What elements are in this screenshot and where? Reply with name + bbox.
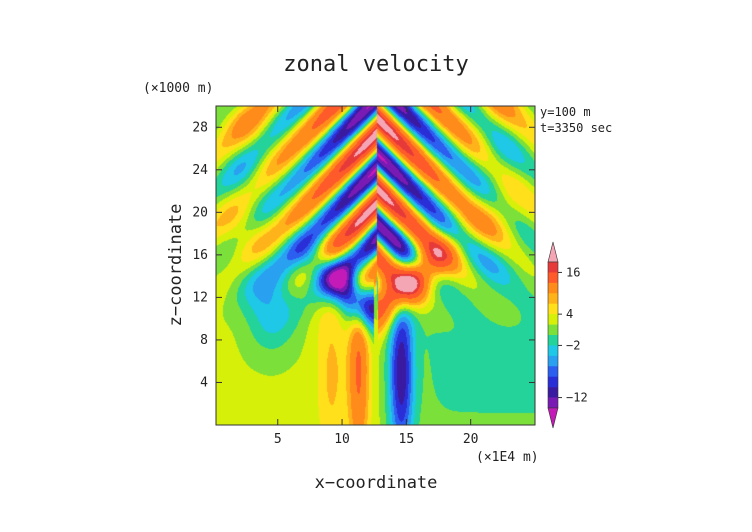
annotation-t: t=3350 sec: [540, 121, 612, 135]
y-tick-label: 12: [192, 290, 208, 305]
y-axis-unit: (×1000 m): [143, 81, 213, 96]
y-ticks: 4 8 12 16 20 24 28: [192, 120, 535, 390]
plot-frame: [215, 105, 536, 426]
y-tick-label: 16: [192, 248, 208, 263]
colorbar-segment: [548, 293, 558, 305]
colorbar-segment: [548, 335, 558, 346]
plot-area: [215, 105, 536, 426]
x-tick-label: 20: [463, 432, 479, 447]
colorbar-segment: [548, 314, 558, 325]
x-axis-label: x−coordinate: [315, 473, 438, 493]
y-tick-label: 4: [200, 375, 208, 390]
colorbar-segment: [548, 262, 558, 273]
colorbar-extend-min: [547, 407, 559, 429]
colorbar-segment: [548, 366, 558, 378]
x-tick-label: 5: [274, 432, 282, 447]
x-tick-label: 15: [399, 432, 415, 447]
colorbar-extend-max: [547, 241, 559, 263]
y-tick-label: 28: [192, 120, 208, 135]
colorbar-segment: [548, 376, 558, 388]
colorbar: 16 4 −2 −12: [547, 241, 588, 429]
y-axis-label: z−coordinate: [166, 204, 186, 327]
colorbar-segment: [548, 303, 558, 315]
y-tick-label: 24: [192, 163, 208, 178]
y-tick-label: 8: [200, 333, 208, 348]
velocity-field: [216, 106, 535, 425]
x-axis-unit: (×1E4 m): [476, 450, 539, 465]
colorbar-segment: [548, 272, 558, 284]
colorbar-tick-label: 16: [566, 265, 580, 279]
colorbar-tick-label: 4: [566, 307, 573, 321]
colorbar-tick-label: −2: [566, 338, 580, 352]
colorbar-segment: [548, 397, 558, 409]
colorbar-segment: [548, 345, 558, 357]
chart-title: zonal velocity: [283, 52, 468, 77]
colorbar-segment: [548, 282, 558, 294]
colorbar-segment: [548, 324, 558, 336]
colorbar-segment: [548, 355, 558, 367]
annotation-y: y=100 m: [540, 105, 591, 119]
colorbar-segment: [548, 387, 558, 398]
colorbar-tick-label: −12: [566, 391, 588, 405]
x-tick-label: 10: [334, 432, 350, 447]
y-tick-label: 20: [192, 205, 208, 220]
x-ticks: 5 10 15 20: [274, 106, 479, 447]
